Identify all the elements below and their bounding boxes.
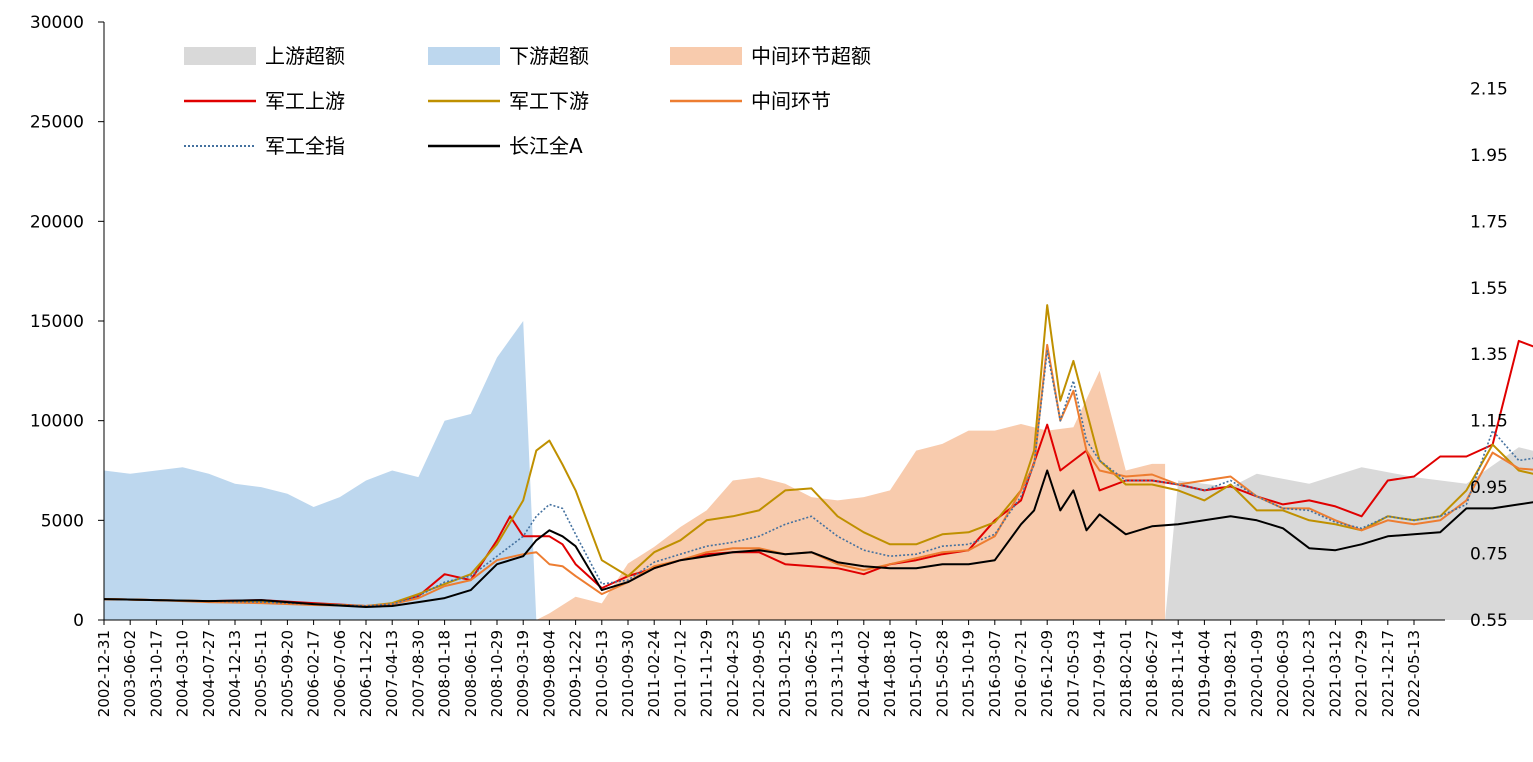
- x-tick-label: 2019-08-21: [1222, 630, 1240, 717]
- x-tick-label: 2020-10-23: [1300, 630, 1318, 717]
- x-tick-label: 2004-03-10: [174, 630, 192, 717]
- area-series-0: [1165, 447, 1533, 620]
- line-series-1: [103, 304, 1533, 607]
- right-tick-label: 1.15: [1470, 412, 1508, 432]
- x-tick-label: 2004-12-13: [226, 630, 244, 717]
- x-tick-label: 2011-11-29: [698, 630, 716, 717]
- x-tick-label: 2009-08-04: [540, 630, 558, 717]
- x-tick-label: 2012-09-05: [750, 630, 768, 717]
- x-tick-label: 2015-01-07: [907, 630, 925, 717]
- x-tick-label: 2011-02-24: [645, 630, 663, 717]
- x-tick-label: 2009-12-22: [567, 630, 585, 717]
- legend-swatch: [428, 47, 500, 65]
- x-tick-label: 2018-06-27: [1143, 630, 1161, 717]
- x-tick-label: 2013-11-13: [829, 630, 847, 717]
- line-series-2: [103, 343, 1533, 607]
- left-tick-label: 15000: [30, 312, 84, 332]
- x-tick-label: 2020-06-03: [1274, 630, 1292, 717]
- right-tick-label: 1.55: [1470, 279, 1508, 299]
- legend-item: 军工下游: [428, 89, 589, 113]
- x-tick-label: 2010-05-13: [593, 630, 611, 717]
- right-tick-label: 0.95: [1470, 478, 1508, 498]
- x-tick-label: 2017-05-03: [1064, 630, 1082, 717]
- x-tick-label: 2008-10-29: [488, 630, 506, 717]
- x-tick-label: 2014-04-02: [855, 630, 873, 717]
- legend-label: 军工全指: [265, 134, 345, 158]
- x-tick-label: 2011-07-12: [671, 630, 689, 717]
- x-tick-label: 2014-08-18: [881, 630, 899, 717]
- x-tick-label: 2013-06-25: [802, 630, 820, 717]
- legend-item: 军工全指: [184, 134, 345, 158]
- x-tick-label: 2016-07-21: [1012, 630, 1030, 717]
- legend-label: 长江全A: [509, 134, 583, 158]
- x-tick-label: 2010-09-30: [619, 630, 637, 717]
- legend-item: 中间环节超额: [670, 44, 871, 68]
- left-tick-label: 20000: [30, 212, 84, 232]
- legend-label: 中间环节超额: [751, 44, 871, 68]
- left-y-axis-ticks: 0 5000 10000 15000 20000 25000 30000: [30, 13, 104, 631]
- x-tick-label: 2021-07-29: [1353, 630, 1371, 717]
- line-series-layer: [103, 304, 1533, 608]
- legend-swatch: [184, 47, 256, 65]
- x-tick-label: 2009-03-19: [514, 630, 532, 717]
- left-tick-label: 30000: [30, 13, 84, 33]
- x-tick-label: 2008-06-11: [462, 630, 480, 717]
- x-tick-label: 2012-04-23: [724, 630, 742, 717]
- x-tick-label: 2015-10-19: [960, 630, 978, 717]
- x-tick-label: 2008-01-18: [436, 630, 454, 717]
- x-tick-label: 2019-04-04: [1195, 630, 1213, 717]
- right-tick-label: 0.75: [1470, 545, 1508, 565]
- x-tick-label: 2007-04-13: [383, 630, 401, 717]
- legend-item: 上游超额: [184, 44, 345, 68]
- x-tick-label: 2006-02-17: [305, 630, 323, 717]
- line-series-4: [103, 469, 1533, 608]
- x-tick-label: 2013-01-25: [776, 630, 794, 717]
- area-series-layer: [104, 321, 1533, 620]
- x-tick-label: 2016-12-09: [1038, 630, 1056, 717]
- right-tick-label: 1.35: [1470, 345, 1508, 365]
- x-axis-ticks: 2002-12-31 2003-06-02 2003-10-17 2004-03-10…: [95, 620, 1423, 717]
- legend-label: 军工下游: [509, 89, 589, 113]
- x-tick-label: 2005-05-11: [252, 630, 270, 717]
- x-tick-label: 2015-05-28: [933, 630, 951, 717]
- legend-item: 军工上游: [184, 89, 345, 113]
- right-tick-label: 1.75: [1470, 212, 1508, 232]
- left-tick-label: 5000: [41, 511, 84, 531]
- x-tick-label: 2016-03-07: [986, 630, 1004, 717]
- x-tick-label: 2006-11-22: [357, 630, 375, 717]
- left-tick-label: 25000: [30, 113, 84, 133]
- x-tick-label: 2003-06-02: [121, 630, 139, 717]
- legend-item: 长江全A: [428, 134, 583, 158]
- right-tick-label: 1.95: [1470, 146, 1508, 166]
- legend-swatch: [670, 47, 742, 65]
- x-tick-label: 2018-11-14: [1169, 630, 1187, 717]
- legend-item: 中间环节: [670, 89, 831, 113]
- legend-label: 中间环节: [751, 89, 831, 113]
- left-tick-label: 0: [73, 611, 84, 631]
- x-tick-label: 2021-12-17: [1379, 630, 1397, 717]
- x-tick-label: 2006-07-06: [331, 630, 349, 717]
- right-tick-label: 2.15: [1470, 79, 1508, 99]
- x-tick-label: 2022-05-13: [1405, 630, 1423, 717]
- x-tick-label: 2020-01-09: [1248, 630, 1266, 717]
- legend-label: 上游超额: [265, 44, 345, 68]
- x-tick-label: 2002-12-31: [95, 630, 113, 717]
- left-tick-label: 10000: [30, 412, 84, 432]
- x-tick-label: 2018-02-01: [1117, 630, 1135, 717]
- x-tick-label: 2007-08-30: [409, 630, 427, 717]
- area-series-1: [104, 321, 537, 620]
- x-tick-label: 2003-10-17: [147, 630, 165, 717]
- right-tick-label: 0.55: [1470, 611, 1508, 631]
- legend-label: 下游超额: [509, 44, 589, 68]
- x-tick-label: 2004-07-27: [200, 630, 218, 717]
- right-y-axis-ticks: 0.55 0.75 0.95 1.15 1.35 1.55 1.75 1.95 2.15: [1470, 79, 1508, 631]
- legend-label: 军工上游: [265, 89, 345, 113]
- x-tick-label: 2021-03-12: [1326, 630, 1344, 717]
- x-tick-label: 2017-09-14: [1091, 630, 1109, 717]
- legend-item: 下游超额: [428, 44, 589, 68]
- x-tick-label: 2005-09-20: [278, 630, 296, 717]
